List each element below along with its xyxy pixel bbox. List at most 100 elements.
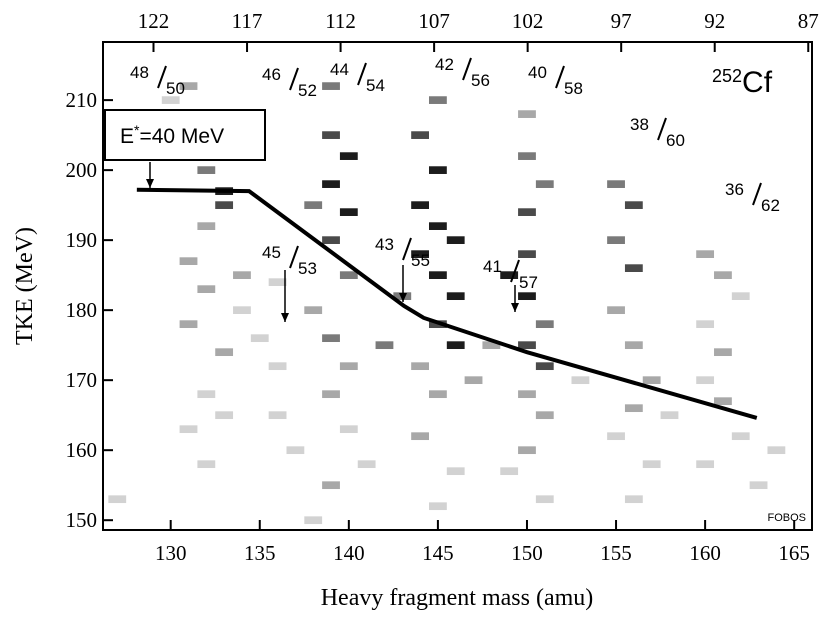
heat-cell	[446, 292, 465, 301]
heat-cell	[714, 397, 732, 406]
heat-cell	[696, 460, 715, 469]
heat-cell	[197, 285, 216, 294]
heat-cell	[197, 460, 216, 469]
heat-cell	[215, 411, 234, 420]
heat-cell	[624, 495, 643, 504]
heat-cell	[535, 180, 554, 188]
y-tick-label: 150	[66, 508, 98, 532]
x-tick-label: 150	[511, 541, 543, 565]
heat-cell	[411, 131, 429, 139]
heat-cell	[642, 460, 661, 469]
plot-frame	[102, 41, 813, 531]
heat-cell	[322, 82, 340, 90]
x-tick-label: 145	[422, 541, 454, 565]
heat-cell	[215, 348, 234, 357]
fraction-slash	[510, 259, 520, 283]
heat-cell	[624, 201, 643, 209]
heat-cell	[535, 495, 554, 504]
y-tick-label: 160	[66, 438, 98, 462]
heat-cell	[322, 236, 340, 244]
heat-cell	[518, 446, 536, 455]
heat-cell	[322, 180, 340, 188]
x-tick-label: 135	[244, 541, 276, 565]
fraction-slash	[462, 57, 472, 81]
heat-cell	[571, 376, 590, 385]
heat-cell	[714, 271, 732, 279]
heat-cell	[411, 250, 429, 258]
arrow-head	[511, 303, 519, 312]
fraction-slash	[289, 245, 299, 269]
fraction-top: 36	[725, 180, 744, 199]
heat-cell	[339, 208, 358, 216]
heat-cell	[696, 250, 715, 258]
fraction-bottom: 56	[471, 71, 490, 90]
x2-tick-label: 102	[512, 9, 544, 33]
heat-cell	[304, 516, 323, 525]
heat-cell	[767, 446, 786, 455]
heat-cell	[357, 460, 376, 469]
fraction-bottom: 55	[411, 251, 430, 270]
fraction-slash	[657, 117, 667, 141]
heat-cell	[428, 271, 447, 279]
heat-cell	[411, 201, 429, 209]
x2-tick-label: 92	[704, 9, 725, 33]
fraction-top: 41	[483, 257, 502, 276]
fraction-top: 44	[330, 60, 349, 79]
heat-cell	[411, 432, 429, 441]
arrow-head	[281, 313, 289, 322]
heat-cell	[696, 376, 715, 385]
heat-cell	[482, 341, 501, 350]
fraction-bottom: 62	[761, 196, 780, 215]
x-tick-label: 160	[689, 541, 721, 565]
arrow-head	[146, 179, 154, 188]
heat-cell	[322, 334, 340, 343]
arrow-head	[399, 293, 407, 302]
x2-tick-label: 87	[798, 9, 819, 33]
heat-cell	[339, 271, 358, 279]
energy-rest: =40 MeV	[139, 125, 224, 148]
fraction-top: 42	[435, 55, 454, 74]
heat-cell	[607, 432, 625, 441]
heat-cell	[518, 208, 536, 216]
fraction-bottom: 50	[166, 79, 185, 98]
heat-cell	[197, 166, 216, 174]
x-axis-label: Heavy fragment mass (amu)	[321, 585, 594, 611]
heat-cell	[607, 180, 625, 188]
x2-tick-label: 112	[325, 9, 356, 33]
fraction-top: 45	[262, 243, 281, 262]
heat-cell	[624, 264, 643, 272]
heat-cell	[250, 334, 269, 343]
fraction-slash	[157, 65, 167, 89]
nucleus-label: 252Cf	[712, 66, 773, 99]
heat-cell	[428, 222, 447, 230]
heat-cell	[518, 250, 536, 258]
heat-cell	[518, 110, 536, 118]
fraction-top: 46	[262, 65, 281, 84]
y-axis-label: TKE (MeV)	[12, 227, 38, 345]
heat-cell	[233, 306, 251, 315]
heat-cell	[304, 201, 323, 209]
fraction-top: 48	[130, 63, 149, 82]
heat-cell	[446, 467, 465, 476]
heat-cell	[446, 341, 465, 350]
heat-cell	[179, 320, 198, 329]
fraction-bottom: 53	[298, 259, 317, 278]
y-tick-label: 210	[66, 88, 98, 112]
heat-cell	[464, 376, 483, 385]
x-tick-label: 130	[155, 541, 187, 565]
fraction-top: 43	[375, 235, 394, 254]
heat-cell	[268, 362, 287, 371]
heat-cell	[375, 341, 394, 350]
heat-cell	[624, 341, 643, 350]
heat-cell	[500, 467, 519, 476]
heat-cell	[233, 271, 251, 279]
heat-cell	[518, 341, 536, 350]
fraction-bottom: 57	[519, 273, 538, 292]
x-tick-label: 165	[778, 541, 810, 565]
fraction-bottom: 52	[298, 81, 317, 100]
heat-cell	[268, 278, 287, 286]
fraction-bottom: 58	[564, 79, 583, 98]
heat-cell	[428, 96, 447, 104]
heat-cell	[339, 425, 358, 434]
